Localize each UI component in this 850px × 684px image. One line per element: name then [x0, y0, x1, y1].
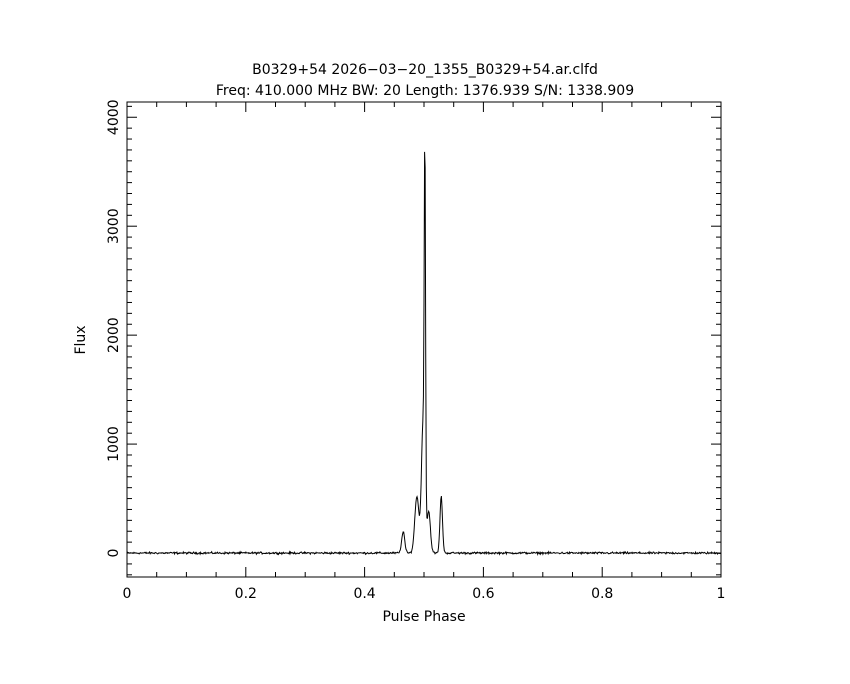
y-tick-label: 0	[106, 549, 122, 558]
x-tick-label: 0.6	[472, 586, 494, 602]
x-tick-label: 1	[717, 586, 726, 602]
x-tick-label: 0.2	[235, 586, 257, 602]
y-tick-label: 2000	[106, 317, 122, 353]
y-tick-label: 1000	[106, 426, 122, 462]
y-axis-label: Flux	[73, 325, 89, 354]
chart-title-line1: B0329+54 2026−03−20_1355_B0329+54.ar.clf…	[252, 62, 598, 78]
axis-tick-labels: 0 0.2 0.4 0.6 0.8 1 0 1000 2000 3000 4000	[106, 99, 725, 602]
axis-ticks	[126, 102, 722, 577]
x-tick-label: 0	[123, 586, 132, 602]
x-axis-label: Pulse Phase	[382, 609, 465, 625]
x-tick-label: 0.4	[353, 586, 375, 602]
y-tick-label: 3000	[106, 208, 122, 244]
y-tick-label: 4000	[106, 99, 122, 135]
plot-frame	[126, 101, 722, 578]
series-line-pulse-profile	[126, 151, 722, 556]
chart-title-line2: Freq: 410.000 MHz BW: 20 Length: 1376.93…	[216, 83, 634, 99]
x-tick-label: 0.8	[591, 586, 613, 602]
